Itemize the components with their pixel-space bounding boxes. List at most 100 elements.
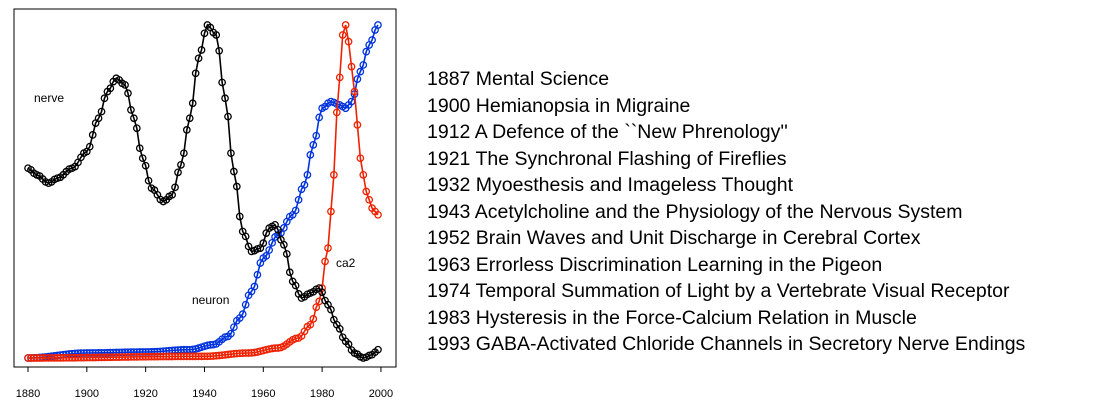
topic-trend-chart: 1880 1900 1920 1940 1960 1980 2000 nerve neuron… [0,0,410,418]
data-point-neuron [362,47,371,56]
data-point-nerve [135,144,144,153]
data-point-ca2 [335,73,344,82]
data-point-neuron [294,195,303,204]
data-point-neuron [309,141,318,149]
data-point-nerve [327,305,335,314]
series-label-nerve: nerve [34,91,64,105]
data-point-nerve [182,126,191,134]
data-point-nerve [127,106,135,114]
data-point-nerve [221,94,229,103]
data-point-nerve [241,232,250,241]
data-point-neuron [359,61,368,69]
series-line-neuron [27,24,379,359]
data-point-nerve [274,225,282,234]
data-point-neuron [238,310,247,318]
data-point-nerve [121,81,129,89]
data-point-nerve [285,268,294,277]
data-point-ca2 [362,187,371,196]
data-point-ca2 [374,210,382,219]
data-point-nerve [200,29,209,38]
data-point-nerve [232,182,241,191]
paper-title-item: 1963 Errorless Discrimination Learning i… [427,253,883,276]
data-point-neuron [227,329,235,338]
data-point-neuron [230,323,238,332]
data-point-neuron [241,300,250,309]
chart-svg: 1880 1900 1920 1940 1960 1980 2000 nerve neuron… [13,8,397,400]
data-point-nerve [141,161,150,170]
data-point-nerve [132,124,141,133]
paper-title-item: 1932 Myoesthesis and Imageless Thought [427,174,794,196]
data-point-nerve [224,112,232,121]
x-tick-label: 1940 [192,388,216,400]
data-point-ca2 [353,121,362,129]
series-line-ca2 [28,24,379,359]
data-point-ca2 [327,207,335,216]
paper-title-item: 1993 GABA-Activated Chloride Channels in… [427,333,1026,355]
data-point-nerve [259,239,268,247]
data-point-nerve [215,46,224,55]
data-point-nerve [88,131,97,139]
data-point-nerve [318,288,326,297]
paper-title-item: 1983 Hysteresis in the Force-Calcium Rel… [427,306,917,329]
data-point-nerve [85,142,94,151]
data-point-nerve [188,99,197,108]
series-label-neuron: neuron [192,293,229,307]
data-point-neuron [250,282,259,291]
data-point-neuron [262,252,271,260]
data-point-neuron [253,270,262,279]
data-point-neuron [265,246,274,254]
data-point-nerve [124,89,132,98]
data-point-nerve [218,78,226,87]
series-nerve [24,21,382,362]
paper-title-item: 1943 Acetylcholine and the Physiology of… [427,200,963,223]
data-point-ca2 [324,244,332,252]
x-tick-label: 1900 [75,388,99,400]
data-point-nerve [335,325,344,333]
data-point-nerve [185,114,194,123]
data-point-nerve [282,250,291,258]
data-point-ca2 [321,257,329,266]
data-point-nerve [180,149,188,158]
data-point-nerve [144,176,153,185]
plot-frame [13,8,397,368]
data-point-ca2 [347,62,356,71]
data-point-nerve [374,345,382,354]
series-label-ca2: ca2 [336,256,356,270]
data-point-nerve [100,94,109,103]
data-point-neuron [303,171,312,179]
paper-title-item: 1974 Temporal Summation of Light by a Ve… [427,280,1010,302]
data-point-neuron [368,36,376,44]
data-point-nerve [280,240,288,249]
data-point-neuron [300,180,309,189]
data-point-ca2 [344,37,353,46]
data-point-nerve [227,149,235,158]
x-tick-label: 1880 [16,388,40,400]
data-point-neuron [374,21,382,29]
paper-title-item: 1952 Brain Waves and Unit Discharge in C… [427,227,921,249]
data-point-ca2 [330,171,338,179]
data-point-nerve [138,154,147,163]
data-point-nerve [97,107,106,116]
data-point-nerve [168,190,176,199]
x-tick-label: 1920 [133,388,157,400]
data-point-nerve [291,281,300,290]
series-line-nerve [27,23,379,359]
data-point-neuron [268,238,276,247]
data-point-nerve [130,114,138,123]
data-point-ca2 [332,108,341,117]
paper-title-item: 1921 The Synchronal Flashing of Fireflie… [427,147,787,170]
data-point-nerve [235,212,244,221]
data-point-nerve [171,183,179,192]
data-point-nerve [174,168,182,177]
data-point-ca2 [306,320,315,329]
data-point-ca2 [341,21,350,29]
x-axis: 1880 1900 1920 1940 1960 1980 2000 [16,366,393,400]
series-ca2 [24,21,382,362]
data-point-ca2 [365,195,374,204]
data-point-nerve [194,54,203,63]
data-point-ca2 [359,171,368,179]
data-point-neuron [356,67,365,76]
data-point-nerve [197,46,206,54]
data-point-neuron [353,75,362,83]
data-point-neuron [312,131,321,140]
